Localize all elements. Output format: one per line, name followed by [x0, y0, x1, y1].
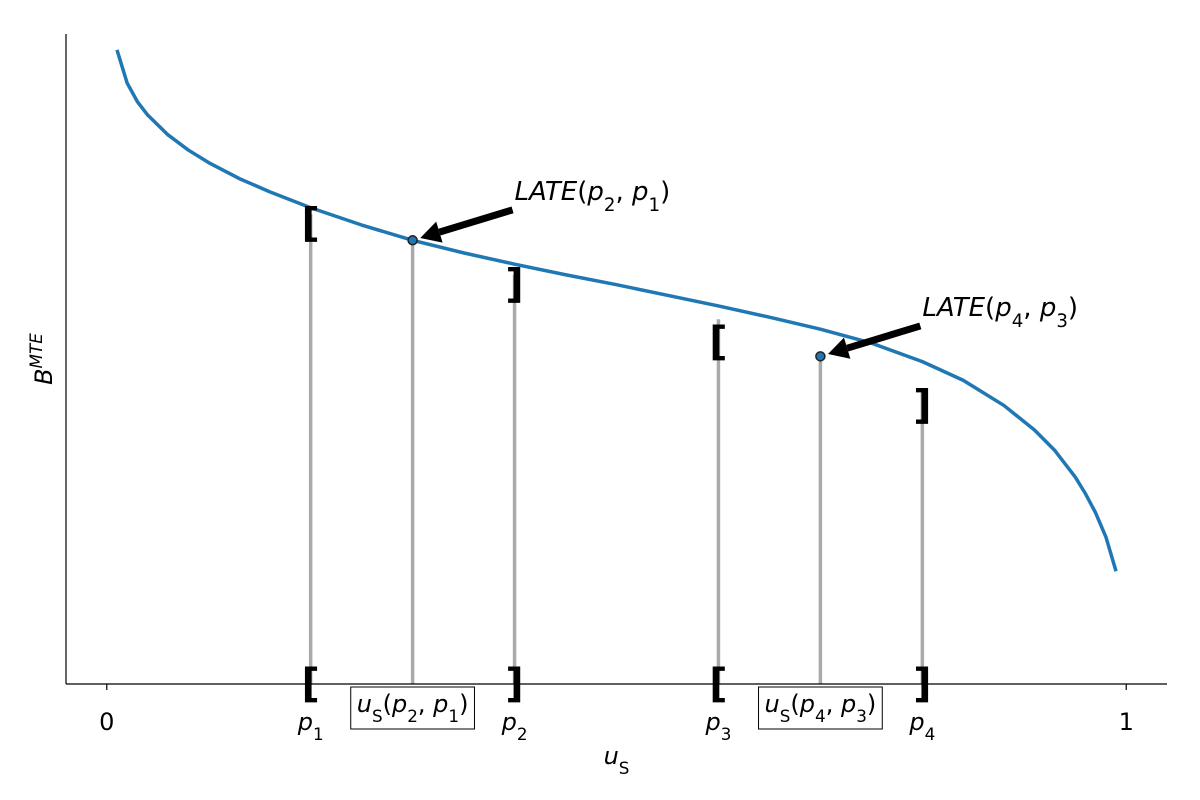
label-box — [350, 686, 475, 730]
data-point — [407, 235, 418, 246]
boxed-label: uS(p2, p1) — [350, 686, 475, 730]
label-box — [758, 686, 883, 730]
close-bracket: ] — [505, 661, 523, 707]
labels-layer: LATE(p2, p1) LATE(p4, p3) uS(p2, p1) uS(p4,… — [350, 177, 1078, 730]
marks-layer: [] [] [] [] — [302, 201, 932, 707]
annotation-arrow-shaft — [438, 206, 514, 236]
annotation-arrow-shaft — [846, 322, 922, 352]
close-bracket: ] — [913, 382, 931, 428]
mte-curve — [115, 49, 1118, 572]
open-bracket: [ — [302, 201, 320, 247]
close-bracket: ] — [913, 661, 931, 707]
x-tick-label: p4 — [908, 708, 935, 744]
axes-layer: 0 p1 p2 p3 p4 1 uS BMTE — [26, 34, 1167, 778]
close-bracket: ] — [505, 262, 523, 308]
x-axis-label: uS — [604, 742, 630, 778]
x-tick-label: p1 — [297, 708, 324, 744]
x-tick-label: p3 — [704, 708, 731, 744]
late-annotation: LATE(p4, p3) — [922, 293, 1078, 332]
annotation-arrow-head — [420, 221, 443, 243]
vertical-lines-layer — [308, 214, 925, 684]
y-axis-label: BMTE — [26, 333, 58, 385]
boxed-label-text: uS(p4, p3) — [765, 690, 877, 726]
annotation-arrow-head — [828, 337, 851, 359]
open-bracket: [ — [709, 661, 727, 707]
open-bracket: [ — [302, 661, 320, 707]
x-tick-label: 1 — [1119, 708, 1134, 736]
open-bracket: [ — [709, 319, 727, 365]
boxed-label-text: uS(p2, p1) — [357, 690, 469, 726]
late-annotation: LATE(p2, p1) — [515, 177, 671, 216]
data-point — [815, 351, 826, 362]
x-tick-label: 0 — [99, 708, 114, 736]
boxed-label: uS(p4, p3) — [758, 686, 883, 730]
x-tick-label: p2 — [501, 708, 528, 744]
curve-layer — [115, 49, 1118, 572]
